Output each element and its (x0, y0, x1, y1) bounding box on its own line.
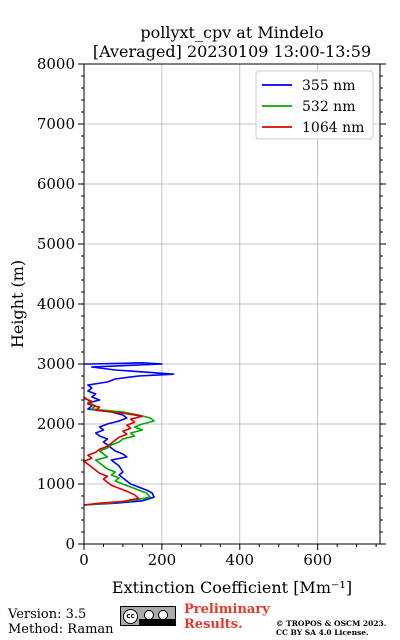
legend-label: 1064 nm (302, 120, 364, 136)
x-axis-label: Extinction Coefficient [Mm⁻¹] (112, 578, 352, 597)
chart-title: pollyxt_cpv at Mindelo (140, 23, 323, 42)
copyright-notice: © TROPOS & OSCM 2023. CC BY SA 4.0 Licen… (276, 619, 386, 637)
x-tick-label: 600 (303, 551, 332, 569)
preliminary-notice: Preliminary Results. (184, 602, 270, 632)
x-tick-label: 200 (148, 551, 177, 569)
y-tick-label: 2000 (37, 415, 75, 433)
copyright-line1: © TROPOS & OSCM 2023. (276, 619, 387, 628)
y-axis-label: Height (m) (8, 260, 27, 348)
x-tick-label: 0 (79, 551, 89, 569)
legend: 355 nm 532 nm 1064 nm (255, 70, 374, 140)
profile-traces (83, 361, 175, 506)
legend-label: 355 nm (302, 78, 355, 94)
legend-box (255, 70, 374, 140)
axis-ticks: 0 200 400 600010002000300040005000600070008… (37, 55, 386, 569)
copyright-line2: CC BY SA 4.0 License. (276, 628, 369, 637)
y-tick-label: 0 (65, 535, 75, 553)
x-tick-label: 400 (225, 551, 254, 569)
cc-by-sa-icon: cc (120, 606, 176, 626)
method-text: Method: Raman (8, 622, 114, 637)
y-tick-label: 8000 (37, 55, 75, 73)
y-tick-label: 4000 (37, 295, 75, 313)
license-strip (139, 619, 175, 625)
cc-logo-icon: cc (123, 609, 138, 624)
version-text: Version: 3.5 (8, 607, 87, 622)
preliminary-line2: Results. (184, 617, 243, 632)
preliminary-line1: Preliminary (184, 602, 270, 617)
legend-label: 532 nm (302, 99, 355, 115)
y-tick-label: 5000 (37, 235, 75, 253)
y-tick-label: 1000 (37, 475, 75, 493)
y-tick-label: 6000 (37, 175, 75, 193)
y-tick-label: 7000 (37, 115, 75, 133)
series-line-1064-nm (83, 397, 144, 506)
series-line-355-nm (83, 361, 175, 506)
y-tick-label: 3000 (37, 355, 75, 373)
chart-subtitle: [Averaged] 20230109 13:00-13:59 (93, 42, 371, 61)
